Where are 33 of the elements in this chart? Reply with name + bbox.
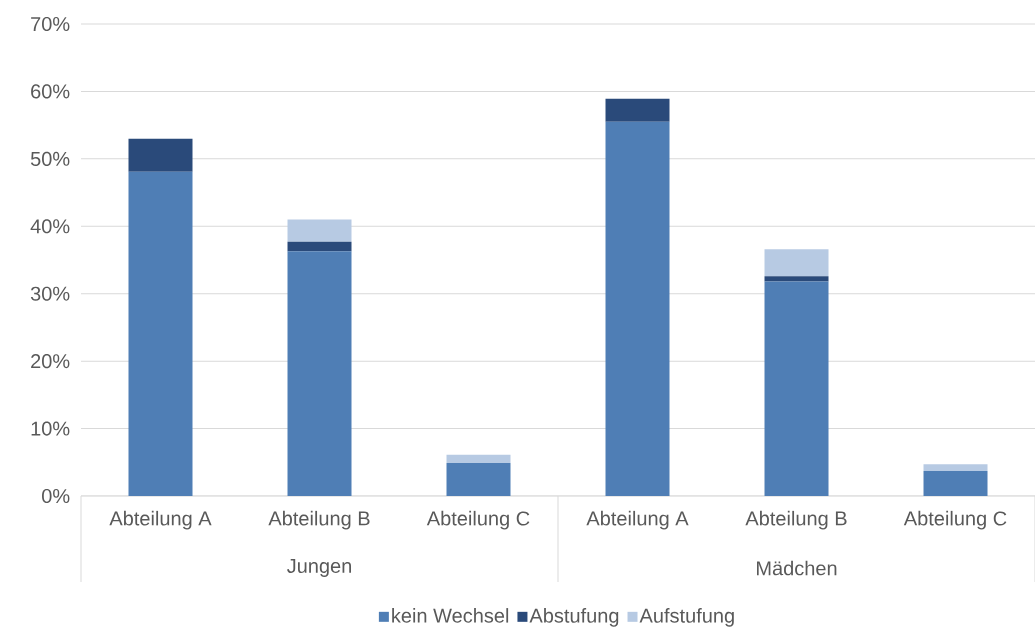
bar bbox=[287, 219, 352, 242]
bar bbox=[446, 462, 511, 496]
y-tick-label: 60% bbox=[31, 84, 70, 99]
x-tick-label: Abteilung C bbox=[903, 510, 1007, 530]
y-tick-label: 50% bbox=[30, 151, 70, 166]
legend-label: Aufstufung bbox=[639, 608, 734, 627]
bar bbox=[605, 98, 670, 122]
x-tick-label: Abteilung C bbox=[426, 510, 530, 530]
bar bbox=[923, 471, 988, 496]
bar bbox=[764, 281, 829, 496]
y-tick-label: 70% bbox=[31, 16, 70, 32]
text: Jungen bbox=[287, 559, 351, 577]
bar bbox=[605, 121, 670, 496]
bar bbox=[764, 276, 829, 282]
bar bbox=[287, 251, 352, 496]
y-tick-label: 20% bbox=[31, 354, 70, 369]
bar bbox=[764, 249, 829, 277]
bar bbox=[923, 464, 988, 472]
bar bbox=[128, 171, 193, 496]
y-tick-label: 30% bbox=[30, 286, 70, 301]
y-tick-label: 10% bbox=[31, 421, 70, 436]
text: Mädchen bbox=[757, 560, 837, 576]
bar bbox=[446, 454, 511, 463]
bar bbox=[287, 241, 352, 252]
legend-label: kein Wechsel bbox=[392, 608, 509, 623]
bar bbox=[128, 138, 193, 172]
y-tick-label: 40% bbox=[30, 219, 70, 234]
legend-label: Abstufung bbox=[529, 608, 619, 627]
x-tick-label: Abteilung A bbox=[586, 510, 689, 530]
x-tick-label: Abteilung B bbox=[745, 510, 847, 530]
x-tick-label: Abteilung A bbox=[109, 510, 212, 530]
y-tick-label: 0% bbox=[42, 488, 70, 504]
x-tick-label: Abteilung B bbox=[268, 510, 370, 530]
